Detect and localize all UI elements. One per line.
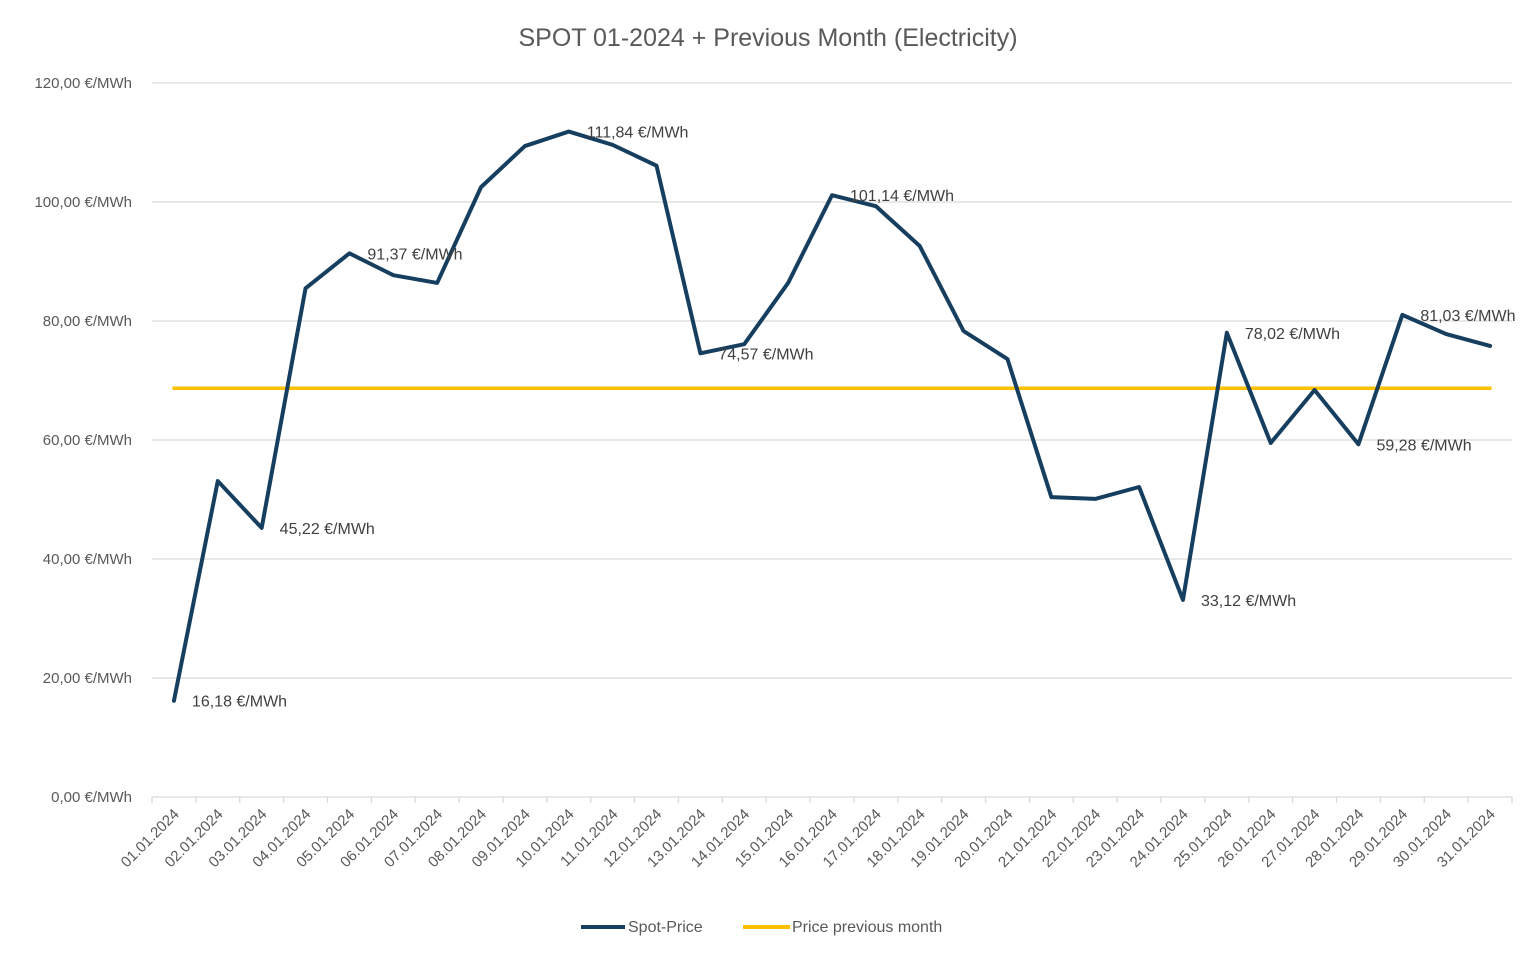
data-label: 101,14 €/MWh	[850, 188, 954, 205]
data-label: 74,57 €/MWh	[718, 346, 813, 363]
y-tick-label: 80,00 €/MWh	[43, 313, 132, 330]
y-tick-label: 60,00 €/MWh	[43, 432, 132, 449]
y-tick-label: 0,00 €/MWh	[51, 789, 132, 806]
legend: Spot-Price Price previous month	[581, 919, 942, 936]
x-axis: 01.01.202402.01.202403.01.202404.01.2024…	[118, 797, 1513, 871]
data-label: 111,84 €/MWh	[587, 125, 689, 142]
gridlines	[152, 82, 1512, 798]
data-label: 59,28 €/MWh	[1376, 437, 1471, 454]
legend-label-previous-month: Price previous month	[792, 919, 942, 936]
y-tick-label: 100,00 €/MWh	[34, 194, 132, 211]
data-label: 33,12 €/MWh	[1201, 593, 1296, 610]
data-label: 81,03 €/MWh	[1420, 308, 1515, 325]
y-tick-label: 20,00 €/MWh	[43, 670, 132, 687]
data-label: 78,02 €/MWh	[1245, 326, 1340, 343]
series-group	[171, 129, 1493, 703]
legend-label-spot-price: Spot-Price	[628, 919, 703, 936]
data-label: 91,37 €/MWh	[367, 246, 462, 263]
series-line-spot-price	[171, 129, 1493, 703]
data-label: 16,18 €/MWh	[192, 694, 287, 711]
data-label: 45,22 €/MWh	[280, 521, 375, 538]
chart-title: SPOT 01-2024 + Previous Month (Electrici…	[518, 24, 1017, 52]
y-tick-label: 120,00 €/MWh	[34, 75, 132, 92]
y-tick-label: 40,00 €/MWh	[43, 551, 132, 568]
data-labels: 16,18 €/MWh 45,22 €/MWh 91,37 €/MWh 111,84 …	[192, 125, 1516, 711]
y-axis-ticks: 0,00 €/MWh 20,00 €/MWh 40,00 €/MWh 60,00 €/…	[34, 75, 132, 806]
